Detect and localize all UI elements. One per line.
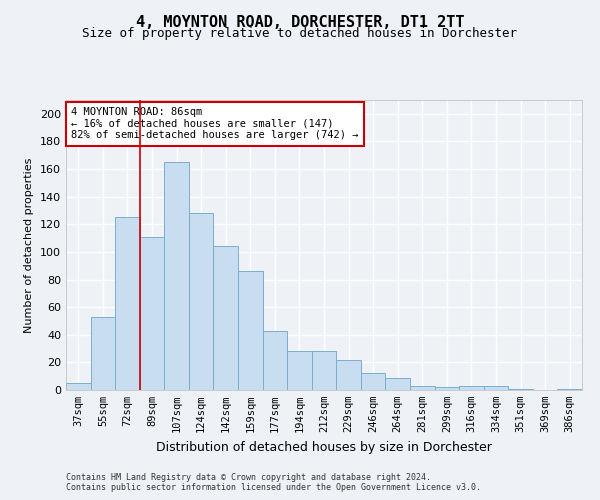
Bar: [66, 383, 91, 390]
Bar: [164, 162, 189, 390]
Text: 4, MOYNTON ROAD, DORCHESTER, DT1 2TT: 4, MOYNTON ROAD, DORCHESTER, DT1 2TT: [136, 15, 464, 30]
Bar: [508, 388, 533, 390]
Bar: [115, 218, 140, 390]
Bar: [557, 388, 582, 390]
Bar: [385, 378, 410, 390]
X-axis label: Distribution of detached houses by size in Dorchester: Distribution of detached houses by size …: [156, 440, 492, 454]
Bar: [140, 236, 164, 390]
Bar: [312, 352, 336, 390]
Bar: [484, 386, 508, 390]
Bar: [434, 387, 459, 390]
Text: Size of property relative to detached houses in Dorchester: Size of property relative to detached ho…: [83, 28, 517, 40]
Bar: [238, 271, 263, 390]
Bar: [459, 386, 484, 390]
Text: Contains public sector information licensed under the Open Government Licence v3: Contains public sector information licen…: [66, 482, 481, 492]
Text: Contains HM Land Registry data © Crown copyright and database right 2024.: Contains HM Land Registry data © Crown c…: [66, 472, 431, 482]
Bar: [361, 374, 385, 390]
Bar: [336, 360, 361, 390]
Bar: [214, 246, 238, 390]
Bar: [410, 386, 434, 390]
Bar: [189, 213, 214, 390]
Bar: [263, 330, 287, 390]
Bar: [91, 317, 115, 390]
Y-axis label: Number of detached properties: Number of detached properties: [25, 158, 34, 332]
Bar: [287, 352, 312, 390]
Text: 4 MOYNTON ROAD: 86sqm
← 16% of detached houses are smaller (147)
82% of semi-det: 4 MOYNTON ROAD: 86sqm ← 16% of detached …: [71, 108, 359, 140]
